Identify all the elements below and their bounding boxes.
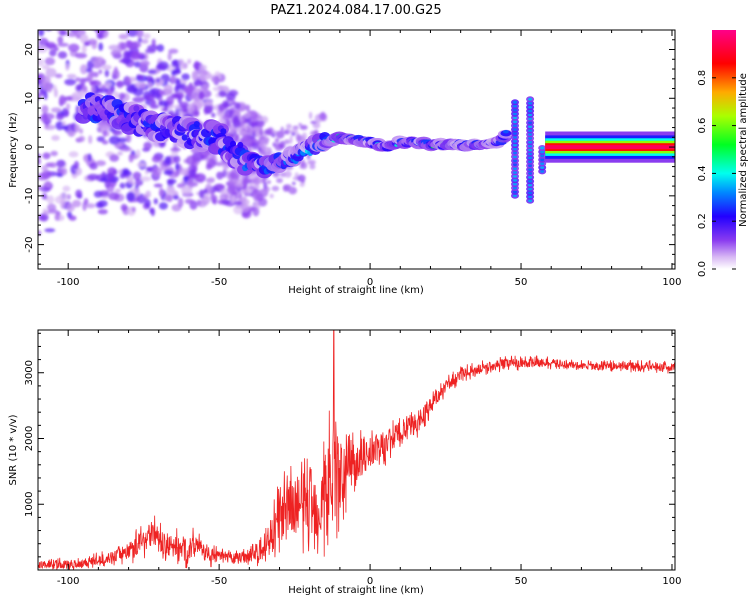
snr-y-tick-label: 3000 bbox=[24, 360, 35, 385]
spectrogram-y-label: Frequency (Hz) bbox=[8, 112, 19, 188]
spectrogram-y-tick-label: -20 bbox=[24, 236, 35, 252]
colorbar-tick-label: 0.2 bbox=[697, 213, 708, 229]
snr-y-tick-label: 1000 bbox=[24, 492, 35, 517]
spectrogram-ridge bbox=[75, 92, 547, 204]
snr-x-tick-label: 0 bbox=[367, 576, 373, 587]
snr-y-tick-label: 2000 bbox=[24, 426, 35, 451]
snr-series-line bbox=[38, 330, 675, 570]
spectrogram-heatmap bbox=[38, 30, 675, 236]
colorbar-tick-label: 0.4 bbox=[697, 165, 708, 181]
spectrogram-y-tick-label: 20 bbox=[24, 43, 35, 56]
colorbar-tick-label: 0.6 bbox=[697, 118, 708, 134]
snr-x-tick-label: 100 bbox=[662, 576, 681, 587]
colorbar: 0.0 0.2 0.4 0.6 0.8 Normalized spectral ampl… bbox=[697, 30, 749, 277]
spectrogram-x-tick-label: 0 bbox=[367, 277, 373, 288]
spectrogram-y-tick-label: 0 bbox=[24, 144, 35, 150]
snr-x-tick-label: 50 bbox=[515, 576, 528, 587]
spectrogram-x-tick-label: 100 bbox=[662, 277, 681, 288]
snr-x-label: Height of straight line (km) bbox=[288, 585, 424, 596]
chart-title: PAZ1.2024.084.17.00.G25 bbox=[270, 3, 441, 18]
snr-x-tick-label: -50 bbox=[211, 576, 227, 587]
colorbar-tick-label: 0.0 bbox=[697, 261, 708, 277]
colorbar-scale bbox=[712, 30, 736, 269]
spectrogram-x-tick-label: -100 bbox=[57, 277, 80, 288]
colorbar-label: Normalized spectral amplitude bbox=[738, 73, 749, 227]
snr-axes: -100 -50 0 50 100 1000 2000 3000 bbox=[24, 330, 682, 587]
snr-plot-area bbox=[38, 330, 675, 570]
snr-x-tick-label: -100 bbox=[57, 576, 80, 587]
snr-y-label: SNR (10 * v/v) bbox=[8, 414, 19, 485]
colorbar-ticks: 0.0 0.2 0.4 0.6 0.8 bbox=[697, 70, 736, 277]
spectrogram-x-tick-label: -50 bbox=[211, 277, 227, 288]
spectrogram-band bbox=[545, 131, 675, 163]
snr-panel: -100 -50 0 50 100 1000 2000 3000 Height of stra… bbox=[8, 329, 682, 596]
spectrogram-y-tick-label: -10 bbox=[24, 188, 35, 204]
spectrogram-x-label: Height of straight line (km) bbox=[288, 285, 424, 296]
spectrogram-y-tick-label: 10 bbox=[24, 92, 35, 105]
snr-frame bbox=[37, 329, 676, 571]
colorbar-tick-label: 0.8 bbox=[697, 70, 708, 86]
spectrogram-frame bbox=[37, 29, 676, 270]
spectrogram-x-tick-label: 50 bbox=[515, 277, 528, 288]
